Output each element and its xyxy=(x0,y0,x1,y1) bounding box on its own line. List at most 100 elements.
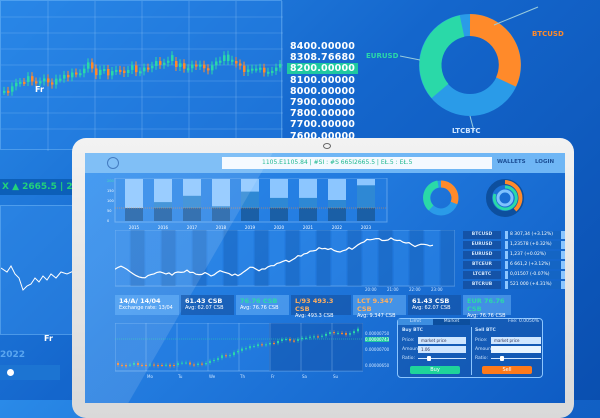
pair-value[interactable]: 0,01507 (-0.07%) xyxy=(505,271,565,279)
candle xyxy=(159,61,162,65)
ticker-address-bar: 1105.E1105.84 | #SI : #S 665I2665.5 | EŁ… xyxy=(222,157,492,169)
ticker-card[interactable]: 14/A/ 14/04 Exchange rate: 13/04 xyxy=(115,295,179,315)
candle xyxy=(211,65,214,71)
candle xyxy=(39,81,42,84)
timeline-bar[interactable] xyxy=(0,365,60,380)
pair-value[interactable]: 1,237 (+0.02%) xyxy=(505,251,565,259)
candle xyxy=(91,62,94,69)
ticker-card[interactable]: LCT 9.347 CSB Avg: 9.347 CSB xyxy=(353,295,406,319)
time-label: 23:00 xyxy=(431,287,443,292)
candle xyxy=(289,339,291,341)
candle xyxy=(135,65,138,73)
sell-ratio-label: Ratio: xyxy=(475,356,489,361)
candle xyxy=(325,333,327,336)
candle xyxy=(201,363,203,365)
eurusd-segment xyxy=(419,15,465,99)
candle xyxy=(249,346,251,349)
candle xyxy=(123,70,126,74)
price-label: 0.00000750 xyxy=(365,331,390,336)
buy-ratio-label: Ratio: xyxy=(402,356,416,361)
login-link[interactable]: LOGIN xyxy=(535,159,555,165)
buy-button[interactable]: Buy xyxy=(410,366,460,374)
pair-name[interactable]: BTCUSD xyxy=(463,231,501,239)
lower-day-label: Fr xyxy=(44,334,53,343)
candle xyxy=(231,59,234,62)
buy-amount-input[interactable]: 1.06 xyxy=(418,346,466,353)
ltcbtc-label: LTCBTC xyxy=(452,127,481,135)
candle xyxy=(281,339,283,341)
pair-value-text: 1,237 (+0.02%) xyxy=(508,251,561,259)
buy-ratio-slider[interactable] xyxy=(418,356,466,361)
candle xyxy=(115,69,118,72)
card-subtitle: Avg: 62.07 CSB xyxy=(412,305,451,311)
wallets-link[interactable]: WALLETS xyxy=(497,159,526,165)
pair-name[interactable]: LTCBTC xyxy=(463,271,501,279)
y-tick: 0 xyxy=(107,219,109,223)
candle xyxy=(171,55,174,61)
sell-price-label: Price: xyxy=(475,338,488,343)
tab-market[interactable]: Market xyxy=(433,319,470,325)
timeline-handle[interactable] xyxy=(7,369,14,376)
price-label: 7800.00000 xyxy=(290,108,356,120)
btcusd-label: BTCUSD xyxy=(532,30,564,38)
pair-name[interactable]: BTCEUR xyxy=(463,261,501,269)
candle xyxy=(207,68,210,71)
candle xyxy=(349,333,351,335)
candle xyxy=(269,342,271,345)
day-label: Fr xyxy=(35,85,44,94)
candle xyxy=(245,348,247,350)
sell-ratio-slider[interactable] xyxy=(491,356,541,361)
candle xyxy=(15,82,18,87)
candle xyxy=(279,63,282,68)
candle xyxy=(173,365,175,366)
pair-name[interactable]: BTCRUB xyxy=(463,281,501,289)
candle xyxy=(263,67,266,73)
card-title: 14/A/ 14/04 xyxy=(119,297,161,305)
sell-amount-input[interactable] xyxy=(491,346,541,353)
candle xyxy=(191,64,194,69)
buy-price-input[interactable]: market price xyxy=(418,337,466,344)
y-tick: 100 xyxy=(107,199,114,203)
price-label: 0.00000650 xyxy=(365,363,390,368)
candle xyxy=(167,60,170,63)
time-label: 21:00 xyxy=(387,287,399,292)
ticker-card[interactable]: 61.43 CSB Avg: 62.07 CSB xyxy=(408,295,461,315)
eurusd-label: EURUSD xyxy=(366,52,399,60)
pair-name[interactable]: EURUSD xyxy=(463,251,501,259)
candle xyxy=(197,363,199,365)
card-subtitle: Avg: 493.3 CSB xyxy=(295,313,334,319)
candle xyxy=(297,339,299,341)
day-label: Su xyxy=(333,374,339,379)
pair-value[interactable]: 521 000 (+4.31%) xyxy=(505,281,565,289)
candle xyxy=(261,344,263,346)
pair-name[interactable]: EURUSD xyxy=(463,241,501,249)
candle xyxy=(183,63,186,69)
ticker-card[interactable]: EUR 76.76 CSB Avg: 76.76 CSB xyxy=(463,295,511,319)
fee-label: Fee: 0.0050% xyxy=(508,319,539,324)
candle xyxy=(43,78,46,82)
candle xyxy=(233,352,235,356)
candle xyxy=(255,68,258,71)
ticker-card[interactable]: 61.43 CSB Avg: 62.07 CSB xyxy=(181,295,234,315)
sell-price-input[interactable]: market price xyxy=(491,337,541,344)
pair-value[interactable]: 1,23578 (+0.32%) xyxy=(505,241,565,249)
candle xyxy=(35,81,38,84)
pair-value-text: 6 661,2 (+3.12%) xyxy=(508,261,561,269)
year-label: 2022 xyxy=(0,350,26,360)
pair-value[interactable]: 6 661,2 (+3.12%) xyxy=(505,261,565,269)
candle xyxy=(169,364,171,367)
buy-title: Buy BTC xyxy=(402,328,423,333)
candle xyxy=(257,344,259,347)
candle xyxy=(265,344,267,346)
pair-value[interactable]: 8 307,34 (+3.12%) xyxy=(505,231,565,239)
line-chart: 20:00 21:00 22:00 23:00 xyxy=(115,230,455,292)
sell-button[interactable]: Sell xyxy=(482,366,532,374)
candle xyxy=(151,65,154,69)
candle xyxy=(187,68,190,71)
year-label: 2019 xyxy=(245,225,256,230)
y-tick: 150 xyxy=(107,189,114,193)
ticker-card[interactable]: L/93 493.3 CSB Avg: 493.3 CSB xyxy=(291,295,351,319)
ticker-card[interactable]: 76.76 CSB Avg: 76.76 CSB xyxy=(236,295,289,315)
candle xyxy=(95,68,98,76)
tab-limit[interactable]: Limit xyxy=(398,319,433,325)
